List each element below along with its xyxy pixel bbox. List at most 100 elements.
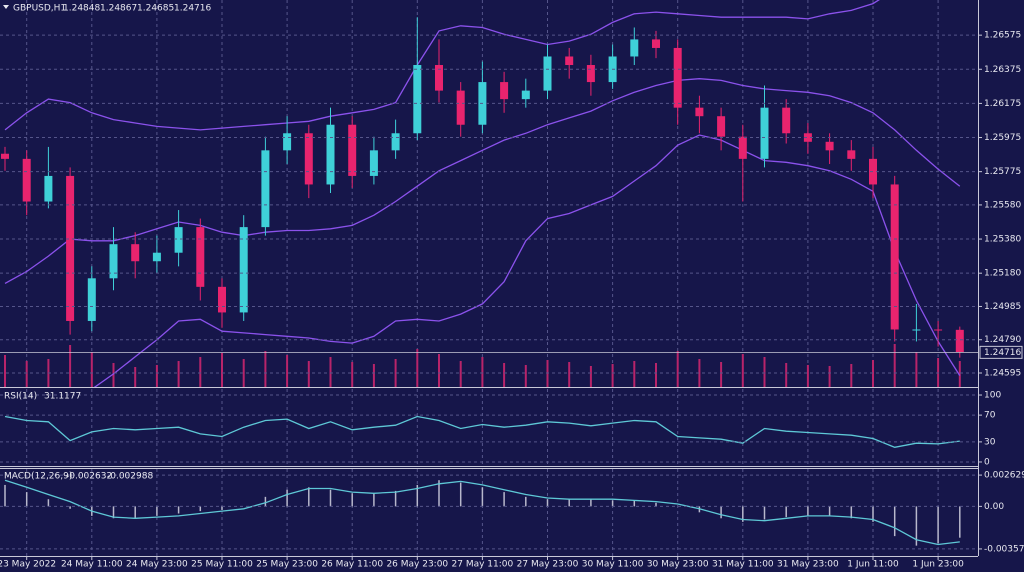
x-tick-label: 24 May 23:00 xyxy=(126,560,188,570)
candle-body xyxy=(825,141,834,151)
volume-bar xyxy=(806,365,809,387)
candle-body xyxy=(391,133,400,151)
price-tag xyxy=(979,345,1023,359)
volume-bar xyxy=(958,361,961,387)
volume-bar xyxy=(69,345,72,387)
candle-body xyxy=(738,136,747,159)
candle-body xyxy=(782,107,791,134)
y-tick-label: 1.26575 xyxy=(984,31,1021,41)
volume-bar xyxy=(438,354,440,387)
candle-body xyxy=(934,329,943,331)
candle-body xyxy=(304,133,313,185)
volume-bar xyxy=(351,362,354,387)
y-tick-label: 1.25580 xyxy=(984,200,1021,210)
candle-body xyxy=(955,329,964,353)
volume-bar xyxy=(937,358,940,387)
candle-body xyxy=(413,65,422,134)
candle-body xyxy=(22,158,31,202)
x-tick-label: 30 May 11:00 xyxy=(582,560,644,570)
x-tick-label: 30 May 23:00 xyxy=(647,560,709,570)
volume-bar xyxy=(112,363,115,387)
volume-bar xyxy=(416,349,419,387)
y-tick-label: 1.24790 xyxy=(984,335,1021,345)
x-tick-label: 25 May 11:00 xyxy=(191,560,253,570)
x-tick-label: 23 May 2022 xyxy=(0,560,56,570)
volume-bar xyxy=(828,366,831,387)
candle-body xyxy=(456,90,465,125)
candle-body xyxy=(131,244,140,262)
volume-bar xyxy=(177,361,180,387)
x-tick-label: 27 May 23:00 xyxy=(517,560,579,570)
candle-body xyxy=(586,65,595,83)
macd-title: MACD(12,26,9) xyxy=(4,472,72,482)
y-tick-label: 1.25975 xyxy=(984,133,1021,143)
candle-body xyxy=(673,47,682,108)
candle-body xyxy=(174,227,183,253)
y-tick-label: 1.25775 xyxy=(984,167,1021,177)
candle-body xyxy=(239,227,248,313)
volume-bar xyxy=(264,351,267,387)
candle-body xyxy=(66,175,75,321)
y-tick-label: 100 xyxy=(984,391,1001,401)
x-tick-label: 26 May 11:00 xyxy=(321,560,383,570)
volume-bar xyxy=(850,364,853,387)
x-tick-label: 26 May 23:00 xyxy=(386,560,448,570)
candle-body xyxy=(652,39,660,48)
band-line xyxy=(93,134,961,387)
volume-bar xyxy=(25,361,28,387)
candle-body xyxy=(847,150,856,159)
volume-bar xyxy=(915,352,918,387)
y-tick-label: 0 xyxy=(984,457,990,467)
volume-bar xyxy=(676,351,679,387)
volume-bar xyxy=(568,362,571,387)
volume-bar xyxy=(459,361,462,387)
candle-body xyxy=(218,286,226,313)
x-tick-label: 1 Jun 23:00 xyxy=(912,560,964,570)
candle-body xyxy=(283,133,292,151)
x-tick-label: 25 May 23:00 xyxy=(256,560,318,570)
volume-bar xyxy=(481,357,484,387)
candle-body xyxy=(717,116,726,137)
volume-bar xyxy=(242,359,245,387)
header-high: 1.24867 xyxy=(100,4,137,14)
volume-bar xyxy=(503,363,506,387)
rsi-value: 31.1177 xyxy=(44,392,81,402)
volume-bar xyxy=(741,354,744,387)
volume-bar xyxy=(698,359,701,387)
header-open: 1.24848 xyxy=(63,4,100,14)
volume-bar xyxy=(221,353,223,387)
y-tick-label: 0.00 xyxy=(984,502,1004,512)
candle-body xyxy=(912,329,921,331)
volume-bar xyxy=(155,365,158,387)
indicator-line xyxy=(4,479,960,546)
candle-body xyxy=(760,107,769,159)
menu-arrow[interactable] xyxy=(3,5,9,9)
panel xyxy=(4,479,961,546)
candle-body xyxy=(521,90,530,100)
macd-main-value: -0.002632 xyxy=(66,472,112,482)
band-line xyxy=(4,78,961,284)
y-tick-label: 0.002629 xyxy=(984,471,1024,481)
header-close: 1.24716 xyxy=(174,4,211,14)
y-tick-label: 1.24985 xyxy=(984,302,1021,312)
volume-bar xyxy=(720,362,723,387)
candle-body xyxy=(435,65,443,91)
volume-bar xyxy=(633,361,636,387)
y-tick-label: 1.26375 xyxy=(984,65,1021,75)
volume-bar xyxy=(329,357,332,387)
candle-body xyxy=(87,278,96,321)
candle-body xyxy=(890,184,899,330)
volume-bar xyxy=(4,355,6,387)
rsi-title: RSI(14) xyxy=(4,392,37,402)
volume-bar xyxy=(90,352,93,387)
volume-bar xyxy=(286,355,289,387)
y-tick-label: 1.25380 xyxy=(984,235,1021,245)
candle-body xyxy=(1,153,9,159)
indicator-line xyxy=(4,415,960,448)
x-tick-label: 27 May 11:00 xyxy=(452,560,514,570)
y-tick-label: 1.26175 xyxy=(984,99,1021,109)
y-tick-label: 70 xyxy=(984,411,996,421)
candle-body xyxy=(152,252,161,262)
